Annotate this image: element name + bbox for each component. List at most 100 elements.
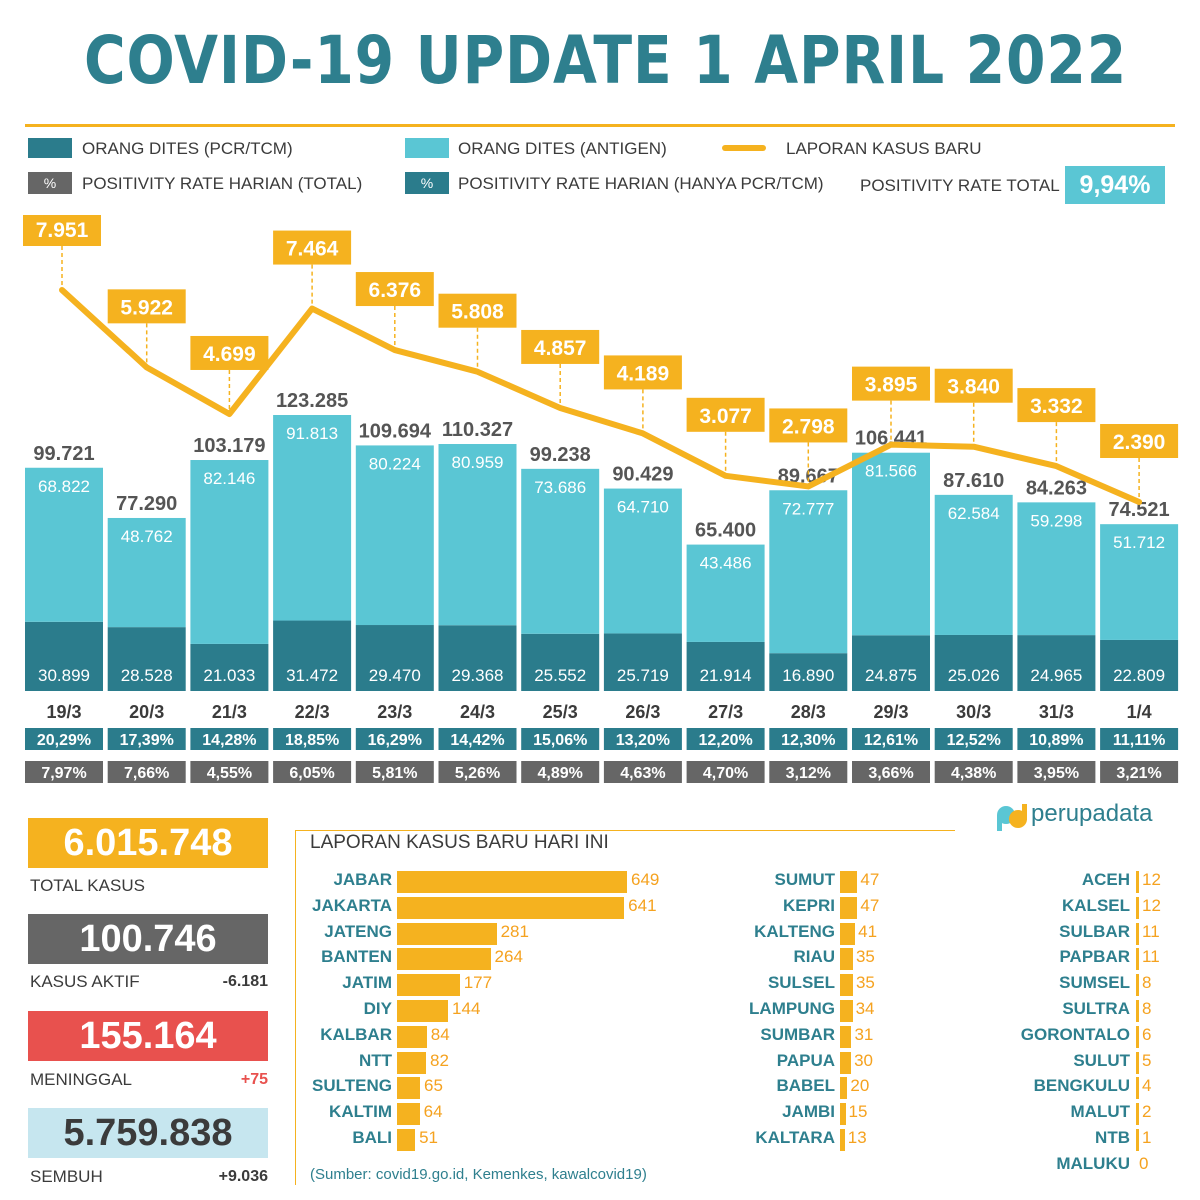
pr-pcr-box — [438, 728, 517, 750]
province-name: BABEL — [776, 1076, 835, 1096]
daily-chart: 30.899 68.822 99.721 19/3 20,29% 7,97% 28.528 4… — [23, 215, 1179, 783]
case-label-box — [852, 366, 930, 401]
province-value: 5 — [1142, 1050, 1152, 1070]
bar-antigen — [107, 517, 186, 628]
bar-pcr-label: 31.472 — [286, 666, 338, 685]
bar-pcr-label: 16.890 — [782, 666, 834, 685]
pr-total-label: 3,21% — [1116, 765, 1161, 782]
pr-pcr-box — [1017, 728, 1096, 750]
deaths-delta: +75 — [240, 1071, 268, 1088]
province-name: SULUT — [1073, 1050, 1130, 1070]
bar-antigen — [25, 467, 103, 622]
province-value: 6 — [1142, 1024, 1152, 1044]
pr-total-label: 4,63% — [620, 765, 665, 782]
pr-total-label: 5,81% — [372, 765, 417, 782]
bar-pcr — [107, 627, 186, 691]
pr-total-box — [686, 761, 765, 783]
bar-antigen — [273, 415, 352, 621]
bar-total-label: 123.285 — [276, 390, 348, 412]
bar-pcr-label: 24.965 — [1030, 666, 1082, 685]
pr-pcr-box — [107, 728, 186, 750]
pr-pcr-box — [769, 728, 848, 750]
x-tick-label: 31/3 — [1039, 702, 1074, 722]
pr-total-box — [355, 761, 434, 783]
bar-antigen-label: 81.566 — [865, 462, 917, 481]
pr-total-box — [852, 761, 930, 783]
province-value: 84 — [430, 1024, 450, 1044]
legend-label-pr-total: POSITIVITY RATE HARIAN (TOTAL) — [82, 174, 363, 193]
bar-antigen-label: 62.584 — [948, 504, 1000, 523]
case-label: 7.464 — [286, 238, 339, 261]
province-name: KALTARA — [755, 1128, 835, 1147]
bar-pcr-label: 30.899 — [38, 666, 90, 685]
bar-pcr — [521, 633, 600, 691]
bar-total-label: 99.721 — [33, 443, 94, 465]
province-bar — [1136, 1025, 1139, 1048]
province-name: SULSEL — [767, 973, 835, 993]
pr-total-label: 3,95% — [1034, 765, 1079, 782]
pr-total-box — [603, 761, 682, 783]
province-value: 65 — [424, 1076, 443, 1096]
province-name: SUMUT — [774, 870, 835, 889]
case-label-box — [521, 329, 600, 364]
pr-total-box — [934, 761, 1013, 783]
province-bar — [397, 948, 491, 971]
case-label: 5.922 — [120, 296, 173, 319]
source-note: (Sumber: covid19.go.id, Kemenkes, kawalc… — [310, 1166, 647, 1183]
province-name: GORONTALO — [1020, 1024, 1130, 1044]
case-label-box — [934, 368, 1013, 403]
case-label: 5.808 — [451, 301, 504, 324]
active-cases-value: 100.746 — [28, 914, 268, 964]
province-bar — [1136, 1077, 1139, 1100]
bar-pcr — [1017, 635, 1096, 691]
province-name: SULBAR — [1059, 921, 1130, 941]
pr-total-label: 7,66% — [124, 765, 169, 782]
case-label-box — [355, 272, 434, 307]
province-bar — [1136, 1000, 1139, 1022]
pr-total-box — [273, 761, 352, 783]
province-bar — [397, 871, 627, 893]
brand-logo: perupadata — [995, 800, 1175, 834]
deaths-label: MENINGGAL — [30, 1070, 133, 1089]
bar-antigen — [190, 460, 269, 644]
legend-label-pcr: ORANG DITES (PCR/TCM) — [82, 139, 293, 158]
bar-antigen-label: 80.959 — [452, 453, 504, 472]
bar-antigen-label: 64.710 — [617, 498, 669, 517]
pr-total-box — [190, 761, 269, 783]
pr-pcr-label: 20,29% — [37, 732, 91, 749]
province-value: 82 — [430, 1050, 449, 1070]
pr-pcr-label: 12,20% — [698, 732, 752, 749]
province-name: BENGKULU — [1033, 1076, 1130, 1096]
province-bar — [397, 974, 460, 997]
province-name: JAMBI — [782, 1102, 835, 1122]
bar-antigen-label: 59.298 — [1030, 511, 1082, 530]
pr-pcr-box — [852, 728, 930, 750]
recovered-value: 5.759.838 — [28, 1108, 268, 1158]
legend-swatch-pr-pcr: % — [405, 172, 449, 194]
legend-label-cases: LAPORAN KASUS BARU — [786, 139, 982, 158]
province-value: 1 — [1142, 1128, 1152, 1147]
province-bar — [840, 1051, 852, 1074]
province-value: 2 — [1142, 1102, 1152, 1122]
province-bar — [1136, 1129, 1139, 1151]
bar-total-label: 87.610 — [943, 470, 1004, 492]
province-bar — [1136, 896, 1139, 919]
province-value: 20 — [850, 1076, 870, 1096]
province-value: 13 — [847, 1128, 867, 1147]
bar-antigen — [1100, 524, 1179, 640]
x-tick-label: 21/3 — [212, 702, 247, 722]
provinces-top-rule — [295, 830, 955, 831]
pr-total-label: 4,38% — [951, 765, 996, 782]
pr-pcr-label: 11,11% — [1113, 732, 1166, 749]
bar-antigen-label: 82.146 — [203, 469, 255, 488]
province-value: 264 — [494, 947, 523, 967]
bar-antigen — [686, 544, 765, 642]
province-name: PAPBAR — [1059, 947, 1130, 967]
province-value: 31 — [854, 1024, 874, 1044]
province-bar — [840, 948, 853, 971]
pr-pcr-box — [521, 728, 600, 750]
bar-pcr-label: 22.809 — [1113, 666, 1165, 685]
x-tick-label: 23/3 — [377, 702, 412, 722]
pr-pcr-box — [934, 728, 1013, 750]
case-label: 4.857 — [534, 337, 587, 360]
